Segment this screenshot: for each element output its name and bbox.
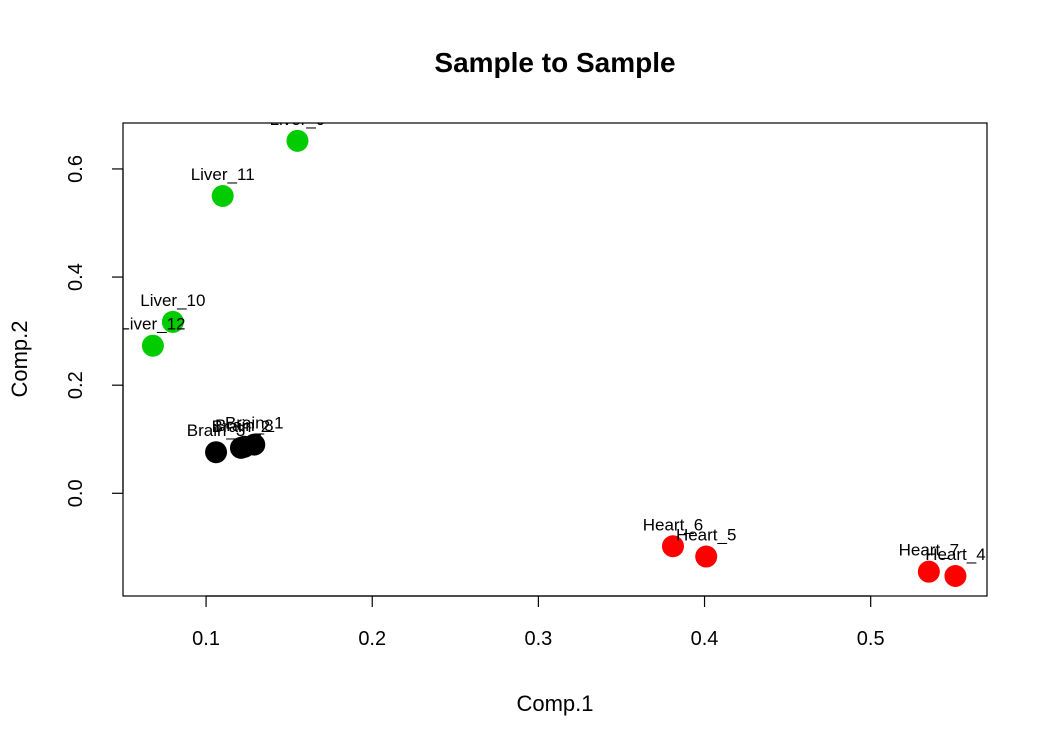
point-label: Liver_11 bbox=[191, 165, 255, 184]
chart-title: Sample to Sample bbox=[434, 47, 675, 78]
y-tick-label: 0.2 bbox=[65, 371, 87, 399]
y-tick-label: 0.6 bbox=[65, 155, 87, 183]
point-label: Liver_12 bbox=[120, 315, 185, 334]
point-liver-9 bbox=[286, 130, 308, 152]
point-label: Brain_8 bbox=[215, 416, 274, 435]
point-label: Heart_4 bbox=[925, 545, 985, 564]
x-tick-label: 0.1 bbox=[192, 628, 220, 650]
y-tick-label: 0.4 bbox=[65, 263, 87, 291]
y-axis-title: Comp.2 bbox=[7, 320, 32, 397]
y-tick-label: 0.0 bbox=[65, 479, 87, 507]
x-axis-title: Comp.1 bbox=[516, 691, 593, 716]
x-tick-label: 0.3 bbox=[524, 628, 552, 650]
point-heart-4 bbox=[944, 565, 966, 587]
point-label: Liver_10 bbox=[140, 291, 205, 310]
point-heart-5 bbox=[695, 546, 717, 568]
point-liver-12 bbox=[142, 335, 164, 357]
x-tick-label: 0.2 bbox=[358, 628, 386, 650]
point-brain-3 bbox=[205, 441, 227, 463]
x-tick-label: 0.5 bbox=[857, 628, 885, 650]
x-tick-label: 0.4 bbox=[691, 628, 719, 650]
point-liver-11 bbox=[212, 185, 234, 207]
point-label: Heart_5 bbox=[676, 526, 736, 545]
